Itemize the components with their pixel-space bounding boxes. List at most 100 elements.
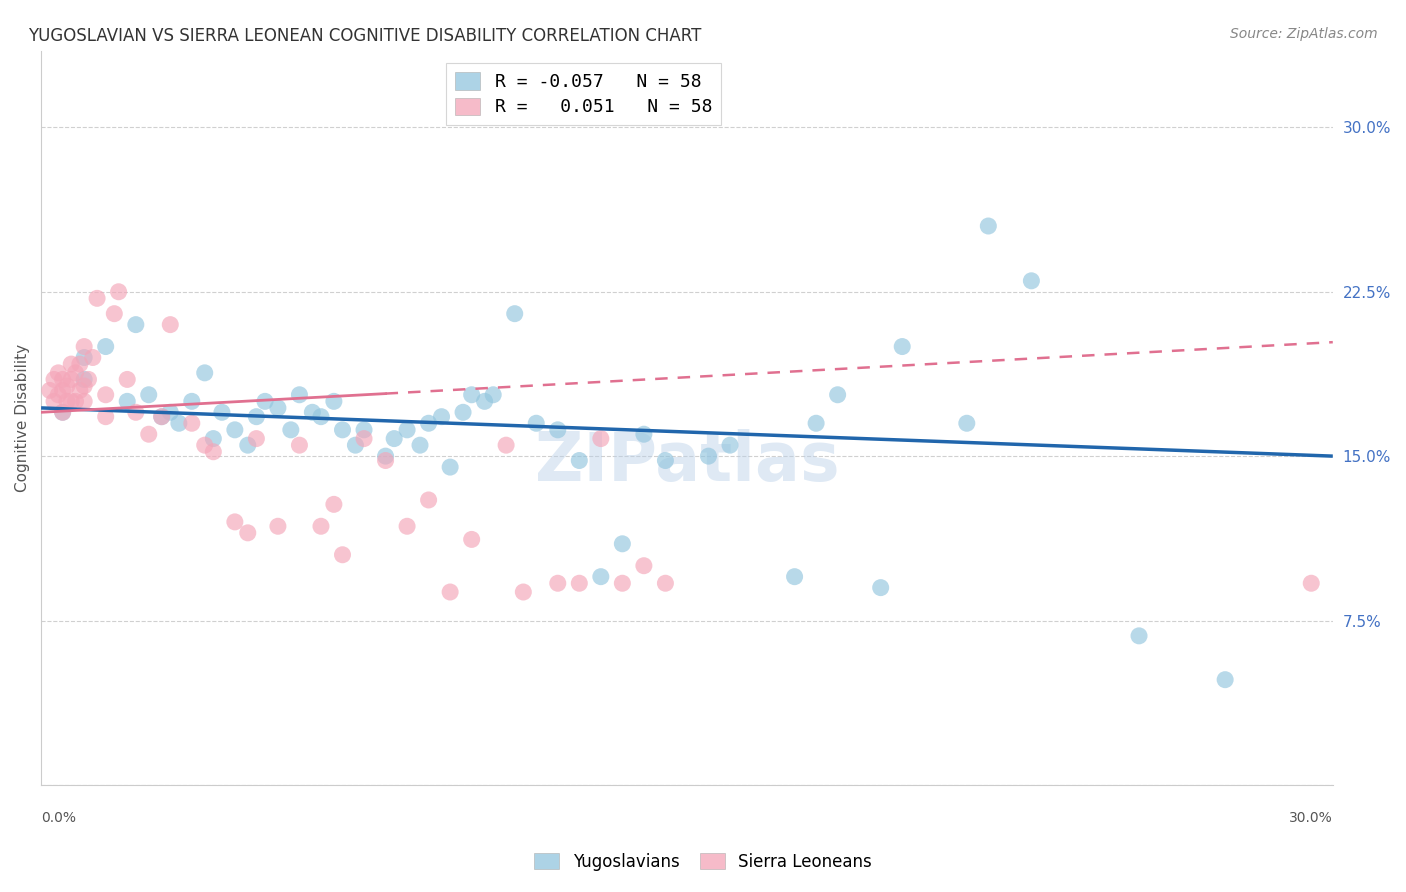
Point [322,394,344,409]
Point [73,340,96,354]
Point [82,351,104,365]
Point [418,417,440,431]
Point [460,533,482,547]
Point [374,453,396,467]
Point [482,388,505,402]
Point [245,432,267,446]
Point [382,432,405,446]
Point [612,576,634,591]
Point [309,519,332,533]
Point [52,405,75,419]
Point [60,394,83,409]
Point [73,351,96,365]
Point [451,405,474,419]
Point [589,569,612,583]
Legend: Yugoslavians, Sierra Leoneans: Yugoslavians, Sierra Leoneans [526,845,880,880]
Point [474,394,496,409]
Point [353,423,375,437]
Y-axis label: Cognitive Disability: Cognitive Disability [15,343,30,491]
Point [439,585,461,599]
Point [396,519,419,533]
Point [409,438,432,452]
Point [236,438,259,452]
Point [194,366,217,380]
Point [150,409,173,424]
Point [309,409,332,424]
Point [94,388,117,402]
Point [159,318,181,332]
Point [439,460,461,475]
Point [512,585,534,599]
Point [1301,576,1323,591]
Point [460,388,482,402]
Point [103,307,125,321]
Point [568,453,591,467]
Point [115,394,138,409]
Point [60,372,83,386]
Point [783,569,806,583]
Point [159,405,181,419]
Point [56,379,79,393]
Point [253,394,276,409]
Point [654,453,676,467]
Legend: R = -0.057   N = 58, R =   0.051   N = 58: R = -0.057 N = 58, R = 0.051 N = 58 [446,63,721,126]
Point [107,285,129,299]
Point [804,417,827,431]
Point [52,405,75,419]
Point [396,423,419,437]
Point [280,423,302,437]
Point [224,515,246,529]
Point [430,409,453,424]
Point [547,576,569,591]
Point [977,219,1000,233]
Point [301,405,323,419]
Text: 0.0%: 0.0% [41,811,76,825]
Point [52,384,75,398]
Point [869,581,891,595]
Point [77,372,100,386]
Point [612,537,634,551]
Text: ZIPatlas: ZIPatlas [534,429,839,495]
Point [194,438,217,452]
Point [167,417,190,431]
Point [288,388,311,402]
Point [115,372,138,386]
Point [827,388,849,402]
Point [353,432,375,446]
Point [138,427,160,442]
Point [568,576,591,591]
Point [956,417,979,431]
Point [503,307,526,321]
Point [125,318,148,332]
Text: YUGOSLAVIAN VS SIERRA LEONEAN COGNITIVE DISABILITY CORRELATION CHART: YUGOSLAVIAN VS SIERRA LEONEAN COGNITIVE … [28,27,702,45]
Point [633,427,655,442]
Point [344,438,367,452]
Point [69,357,91,371]
Point [374,449,396,463]
Point [38,384,60,398]
Point [322,497,344,511]
Point [589,432,612,446]
Point [94,409,117,424]
Point [224,423,246,437]
Point [245,409,267,424]
Point [56,394,79,409]
Point [86,291,108,305]
Text: Source: ZipAtlas.com: Source: ZipAtlas.com [1230,27,1378,41]
Point [547,423,569,437]
Point [891,340,914,354]
Point [150,409,173,424]
Point [65,366,87,380]
Point [697,449,720,463]
Point [332,423,354,437]
Point [1213,673,1236,687]
Point [42,372,65,386]
Point [138,388,160,402]
Point [73,379,96,393]
Point [46,366,69,380]
Point [211,405,233,419]
Point [633,558,655,573]
Point [288,438,311,452]
Point [125,405,148,419]
Text: 30.0%: 30.0% [1289,811,1333,825]
